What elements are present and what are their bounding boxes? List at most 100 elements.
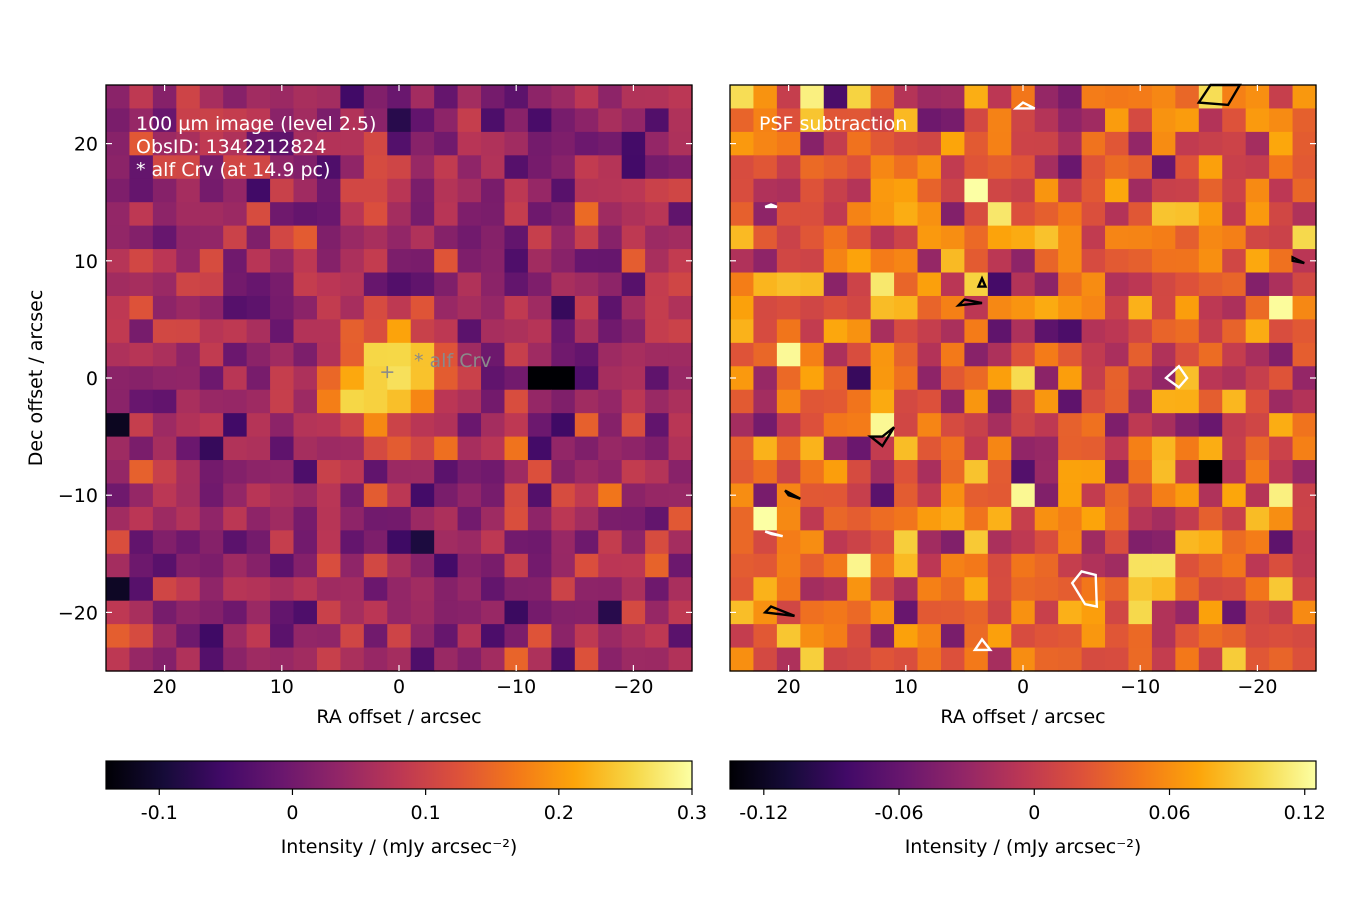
heatmap-cell xyxy=(1292,319,1317,344)
heatmap-cell xyxy=(1222,108,1247,133)
heatmap-cell xyxy=(527,342,552,367)
heatmap-cell xyxy=(316,342,341,367)
heatmap-cell xyxy=(527,624,552,649)
heatmap-cell xyxy=(753,108,778,133)
heatmap-cell xyxy=(246,506,271,531)
heatmap-cell xyxy=(1151,108,1176,133)
heatmap-cell xyxy=(598,600,623,625)
heatmap-cell xyxy=(363,624,388,649)
heatmap-cell xyxy=(551,108,576,133)
heatmap-cell xyxy=(1175,319,1200,344)
heatmap-cell xyxy=(847,131,872,156)
heatmap-cell xyxy=(1081,178,1106,203)
heatmap-cell xyxy=(668,108,693,133)
heatmap-cell xyxy=(176,202,201,227)
heatmap-cell xyxy=(598,272,623,297)
heatmap-cell xyxy=(870,506,895,531)
heatmap-cell xyxy=(481,319,506,344)
heatmap-cell xyxy=(1269,506,1294,531)
heatmap-cell xyxy=(152,272,177,297)
heatmap-cell xyxy=(152,342,177,367)
heatmap-cell xyxy=(1175,108,1200,133)
heatmap-cell xyxy=(1245,131,1270,156)
heatmap-cell xyxy=(776,295,801,320)
heatmap-cell xyxy=(106,389,131,414)
heatmap-cell xyxy=(504,295,529,320)
heatmap-cell xyxy=(776,342,801,367)
heatmap-cell xyxy=(152,436,177,461)
heatmap-cell xyxy=(1011,413,1036,438)
heatmap-cell xyxy=(894,131,919,156)
heatmap-cell xyxy=(621,155,646,180)
heatmap-cell xyxy=(434,460,459,485)
heatmap-cell xyxy=(1128,108,1153,133)
heatmap-cell xyxy=(129,131,154,156)
heatmap-cell xyxy=(481,389,506,414)
heatmap-cell xyxy=(1128,530,1153,555)
heatmap-cell xyxy=(823,366,848,391)
heatmap-cell xyxy=(894,319,919,344)
heatmap-cell xyxy=(293,483,318,508)
heatmap-cell xyxy=(1222,342,1247,367)
heatmap-cell xyxy=(753,413,778,438)
heatmap-cell xyxy=(527,436,552,461)
heatmap-cell xyxy=(1222,295,1247,320)
heatmap-cell xyxy=(645,506,670,531)
heatmap-cell xyxy=(410,577,435,602)
heatmap-cell xyxy=(106,506,131,531)
positive-contour xyxy=(784,489,801,500)
heatmap-cell xyxy=(1034,506,1059,531)
heatmap-cell xyxy=(316,155,341,180)
heatmap-cell xyxy=(598,436,623,461)
heatmap-cell xyxy=(527,413,552,438)
heatmap-cell xyxy=(223,483,248,508)
heatmap-cell xyxy=(1151,600,1176,625)
heatmap-cell xyxy=(106,202,131,227)
heatmap-cell xyxy=(504,178,529,203)
heatmap-cell xyxy=(551,553,576,578)
x-tick-label: 0 xyxy=(393,676,405,698)
heatmap-cell xyxy=(129,249,154,274)
heatmap-cell xyxy=(270,131,295,156)
heatmap-cell xyxy=(270,295,295,320)
heatmap-cell xyxy=(129,85,154,110)
heatmap-cell xyxy=(847,624,872,649)
heatmap-cell xyxy=(776,225,801,250)
heatmap-cell xyxy=(293,295,318,320)
heatmap-cell xyxy=(340,342,365,367)
heatmap-cell xyxy=(1269,202,1294,227)
heatmap-cell xyxy=(940,460,965,485)
heatmap-cell xyxy=(1081,272,1106,297)
heatmap-cell xyxy=(223,342,248,367)
heatmap-cell xyxy=(387,108,412,133)
heatmap-cell xyxy=(434,178,459,203)
heatmap-cell xyxy=(246,624,271,649)
heatmap-cell xyxy=(574,647,599,672)
heatmap-cell xyxy=(776,131,801,156)
right-panel: 20 10 0 −10 −20 PSF subtraction RA offset / … xyxy=(729,83,1317,728)
heatmap-cell xyxy=(800,530,825,555)
heatmap-cell xyxy=(387,436,412,461)
heatmap-cell xyxy=(551,272,576,297)
heatmap-cell xyxy=(964,530,989,555)
heatmap-cell xyxy=(964,155,989,180)
heatmap-cell xyxy=(1128,460,1153,485)
heatmap-cell xyxy=(753,647,778,672)
heatmap-cell xyxy=(1034,225,1059,250)
heatmap-cell xyxy=(129,506,154,531)
heatmap-cell xyxy=(645,202,670,227)
heatmap-cell xyxy=(1269,553,1294,578)
heatmap-cell xyxy=(1128,553,1153,578)
heatmap-cell xyxy=(1105,202,1130,227)
heatmap-cell xyxy=(870,600,895,625)
heatmap-cell xyxy=(1151,530,1176,555)
heatmap-cell xyxy=(1292,295,1317,320)
heatmap-cell xyxy=(940,319,965,344)
heatmap-cell xyxy=(1222,202,1247,227)
heatmap-cell xyxy=(1245,624,1270,649)
heatmap-cell xyxy=(434,155,459,180)
heatmap-cell xyxy=(106,460,131,485)
heatmap-cell xyxy=(106,295,131,320)
heatmap-cell xyxy=(917,202,942,227)
heatmap-cell xyxy=(246,647,271,672)
